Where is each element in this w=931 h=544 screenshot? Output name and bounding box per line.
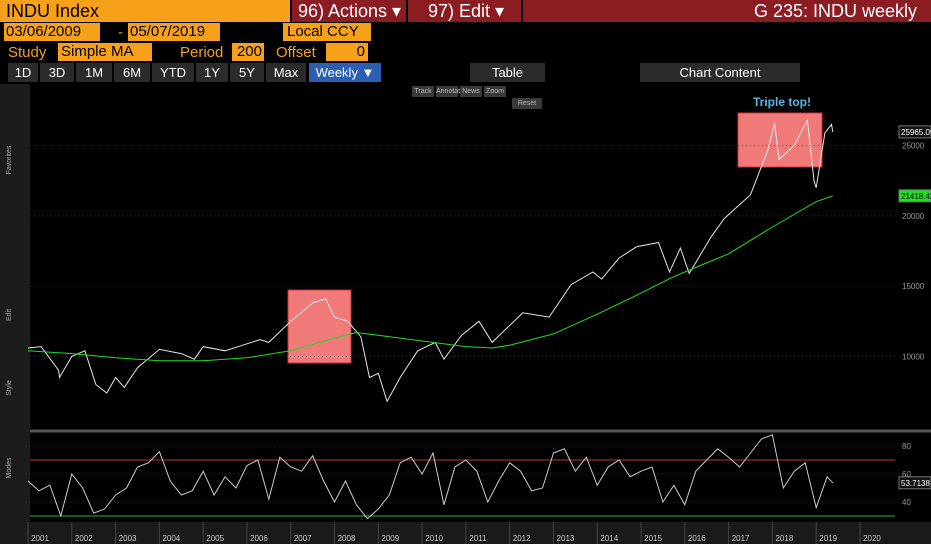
tool-button[interactable]: News — [460, 86, 482, 97]
offset-field[interactable]: 0 — [326, 43, 368, 61]
period-button[interactable]: 1Y — [196, 63, 228, 82]
series-line — [27, 118, 834, 403]
period-button[interactable]: YTD — [152, 63, 194, 82]
y-tick-label: 25000 — [902, 141, 925, 150]
period-label: Period — [180, 44, 224, 61]
end-date[interactable]: 05/07/2019 — [128, 23, 220, 41]
last-value-tag — [898, 125, 931, 139]
x-tick-label: 2006 — [250, 534, 268, 543]
x-axis-strip — [30, 522, 931, 544]
x-tick-label: 2001 — [31, 534, 49, 543]
x-tick-label: 2014 — [600, 534, 618, 543]
currency-field[interactable]: Local CCY — [283, 23, 371, 41]
y-tick-label: 60 — [902, 470, 911, 479]
x-tick-label: 2010 — [425, 534, 443, 543]
x-tick-label: 2019 — [819, 534, 837, 543]
period-button[interactable]: 1M — [76, 63, 112, 82]
x-tick-label: 2020 — [863, 534, 881, 543]
y-tick-label: 20000 — [902, 212, 925, 221]
date-separator: - — [118, 24, 123, 41]
period-field[interactable]: 200 — [232, 43, 264, 61]
offset-label: Offset — [276, 44, 316, 61]
highlight-box — [287, 289, 352, 364]
period-button[interactable]: 3D — [40, 63, 74, 82]
period-button[interactable]: Max — [266, 63, 306, 82]
x-tick-label: 2016 — [688, 534, 706, 543]
last-value-tag — [898, 189, 931, 203]
series-line — [27, 434, 834, 520]
last-value-label: 21418.42 — [901, 192, 931, 201]
x-tick-label: 2015 — [644, 534, 662, 543]
edit-menu[interactable]: 97) Edit ▾ — [408, 0, 521, 22]
period-button[interactable]: 6M — [114, 63, 150, 82]
start-date[interactable]: 03/06/2009 — [4, 23, 100, 41]
tool-button[interactable]: Annotate — [436, 86, 465, 97]
tool-button[interactable]: Track — [412, 86, 434, 97]
study-label: Study — [8, 44, 47, 61]
x-tick-label: 2008 — [338, 534, 356, 543]
series-line — [27, 195, 833, 362]
actions-menu[interactable]: 96) Actions ▾ — [292, 0, 406, 22]
security-field[interactable]: INDU Index — [0, 0, 290, 22]
sidebar-label: Favorites — [6, 145, 13, 174]
x-tick-label: 2004 — [162, 534, 180, 543]
x-tick-label: 2012 — [513, 534, 531, 543]
y-tick-label: 15000 — [902, 282, 925, 291]
x-tick-label: 2009 — [381, 534, 399, 543]
last-value-label: 53.7138 — [901, 479, 930, 488]
y-tick-label: 10000 — [902, 352, 925, 361]
x-tick-label: 2011 — [469, 534, 487, 543]
x-tick-label: 2018 — [775, 534, 793, 543]
y-tick-label: 80 — [902, 442, 911, 451]
last-value-label: 25965.09 — [901, 128, 931, 137]
sidebar-label: Edit — [6, 309, 13, 321]
x-tick-label: 2003 — [119, 534, 137, 543]
sidebar-label: Modes — [6, 457, 13, 479]
window-title: G 235: INDU weekly — [523, 0, 931, 22]
table-button[interactable]: Table — [470, 63, 545, 82]
last-value-tag — [898, 476, 931, 490]
sidebar-bg — [0, 84, 30, 544]
tool-button[interactable]: Reset — [512, 98, 542, 109]
x-tick-label: 2017 — [732, 534, 750, 543]
study-field[interactable]: Simple MA — [58, 43, 152, 61]
annotation: Triple top! — [753, 95, 811, 109]
period-button[interactable]: 5Y — [230, 63, 264, 82]
x-tick-label: 2005 — [206, 534, 224, 543]
frequency-button[interactable]: Weekly ▼ — [309, 63, 381, 82]
tool-button[interactable]: Zoom — [484, 86, 506, 97]
sidebar-label: Style — [6, 380, 13, 396]
period-button[interactable]: 1D — [8, 63, 38, 82]
x-tick-label: 2002 — [75, 534, 93, 543]
chart-content-button[interactable]: Chart Content — [640, 63, 800, 82]
x-tick-label: 2007 — [294, 534, 312, 543]
y-tick-label: 40 — [902, 498, 911, 507]
x-tick-label: 2013 — [557, 534, 575, 543]
